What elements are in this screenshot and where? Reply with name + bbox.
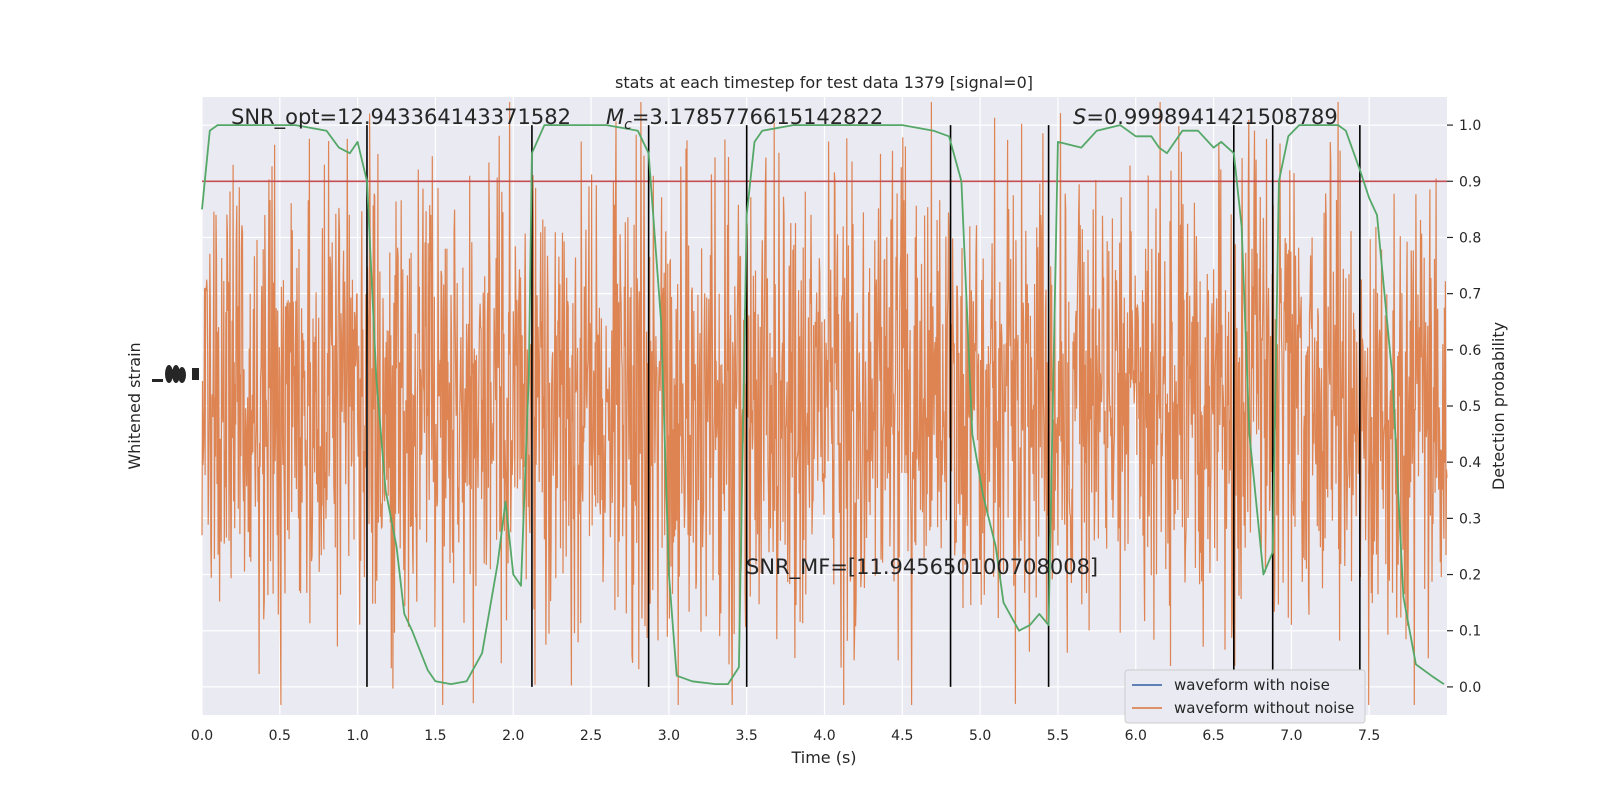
x-tick-label-8: 4.0 <box>813 728 835 744</box>
legend-label-clean: waveform without noise <box>1174 699 1354 717</box>
detection-probability-series <box>201 124 1445 685</box>
y-tick-label-6: 0.6 <box>1459 343 1481 359</box>
y-tick-label-10: 1.0 <box>1459 118 1481 134</box>
waveform-noise-series <box>201 101 1448 706</box>
y-axis-right-ticks: 0.0 0.1 0.2 0.3 0.4 0.5 0.6 0.7 0.8 0.9 1.0 <box>1447 118 1481 696</box>
x-tick-label-2: 1.0 <box>346 728 368 744</box>
annotation-score: S=0.9998941421508789 <box>1073 105 1338 129</box>
x-tick-label-14: 7.0 <box>1280 728 1302 744</box>
y-tick-label-8: 0.8 <box>1459 230 1481 246</box>
legend-label-noise: waveform with noise <box>1174 676 1330 694</box>
x-tick-label-11: 5.5 <box>1047 728 1069 744</box>
y-tick-label-4: 0.4 <box>1459 455 1481 471</box>
y-tick-label-0: 0.0 <box>1459 680 1481 696</box>
legend-box <box>1124 669 1366 724</box>
y-tick-label-1: 0.1 <box>1459 624 1481 640</box>
annotation-snr-opt: SNR_opt=12.943364143371582 <box>231 105 571 130</box>
y-tick-label-2: 0.2 <box>1459 568 1481 584</box>
annotation-score-symbol: S <box>1073 105 1086 129</box>
x-tick-label-1: 0.5 <box>269 728 291 744</box>
annotation-score-value: =0.9998941421508789 <box>1086 105 1337 129</box>
y-axis-right-label: Detection probability <box>1489 322 1508 490</box>
detection-probability-line <box>201 124 1445 685</box>
annotation-chirp-mass-value: =3.1785776615142822 <box>632 105 883 129</box>
left-axis-overlapping-ticks <box>152 365 199 383</box>
waveform-noise-line <box>201 101 1448 706</box>
annotation-chirp-mass: Mc=3.1785776615142822 <box>606 105 883 133</box>
x-axis-label: Time (s) <box>790 748 856 767</box>
x-tick-label-15: 7.5 <box>1358 728 1380 744</box>
legend: waveform with noise waveform without noi… <box>1124 669 1366 724</box>
x-tick-label-5: 2.5 <box>580 728 602 744</box>
y-tick-label-7: 0.7 <box>1459 287 1481 303</box>
annotation-chirp-mass-symbol: M <box>606 105 624 129</box>
x-tick-label-9: 4.5 <box>891 728 913 744</box>
x-tick-label-12: 6.0 <box>1125 728 1147 744</box>
y-axis-left-label: Whitened strain <box>125 342 144 469</box>
x-tick-label-4: 2.0 <box>502 728 524 744</box>
annotation-chirp-mass-subscript: c <box>624 117 632 133</box>
x-tick-label-7: 3.5 <box>736 728 758 744</box>
x-tick-label-6: 3.0 <box>658 728 680 744</box>
y-tick-label-9: 0.9 <box>1459 174 1481 190</box>
chart-title: stats at each timestep for test data 137… <box>615 73 1033 92</box>
y-tick-label-5: 0.5 <box>1459 399 1481 415</box>
x-tick-label-10: 5.0 <box>969 728 991 744</box>
annotation-snr-mf: SNR_MF=[11.945650100708008] <box>746 555 1098 580</box>
x-tick-label-0: 0.0 <box>191 728 213 744</box>
x-axis-ticks: 0.0 0.5 1.0 1.5 2.0 2.5 3.0 3.5 4.0 4.5 5.0 5.5 6.0 6… <box>191 728 1380 744</box>
x-tick-label-3: 1.5 <box>424 728 446 744</box>
y-tick-label-3: 0.3 <box>1459 511 1481 527</box>
x-tick-label-13: 6.5 <box>1202 728 1224 744</box>
